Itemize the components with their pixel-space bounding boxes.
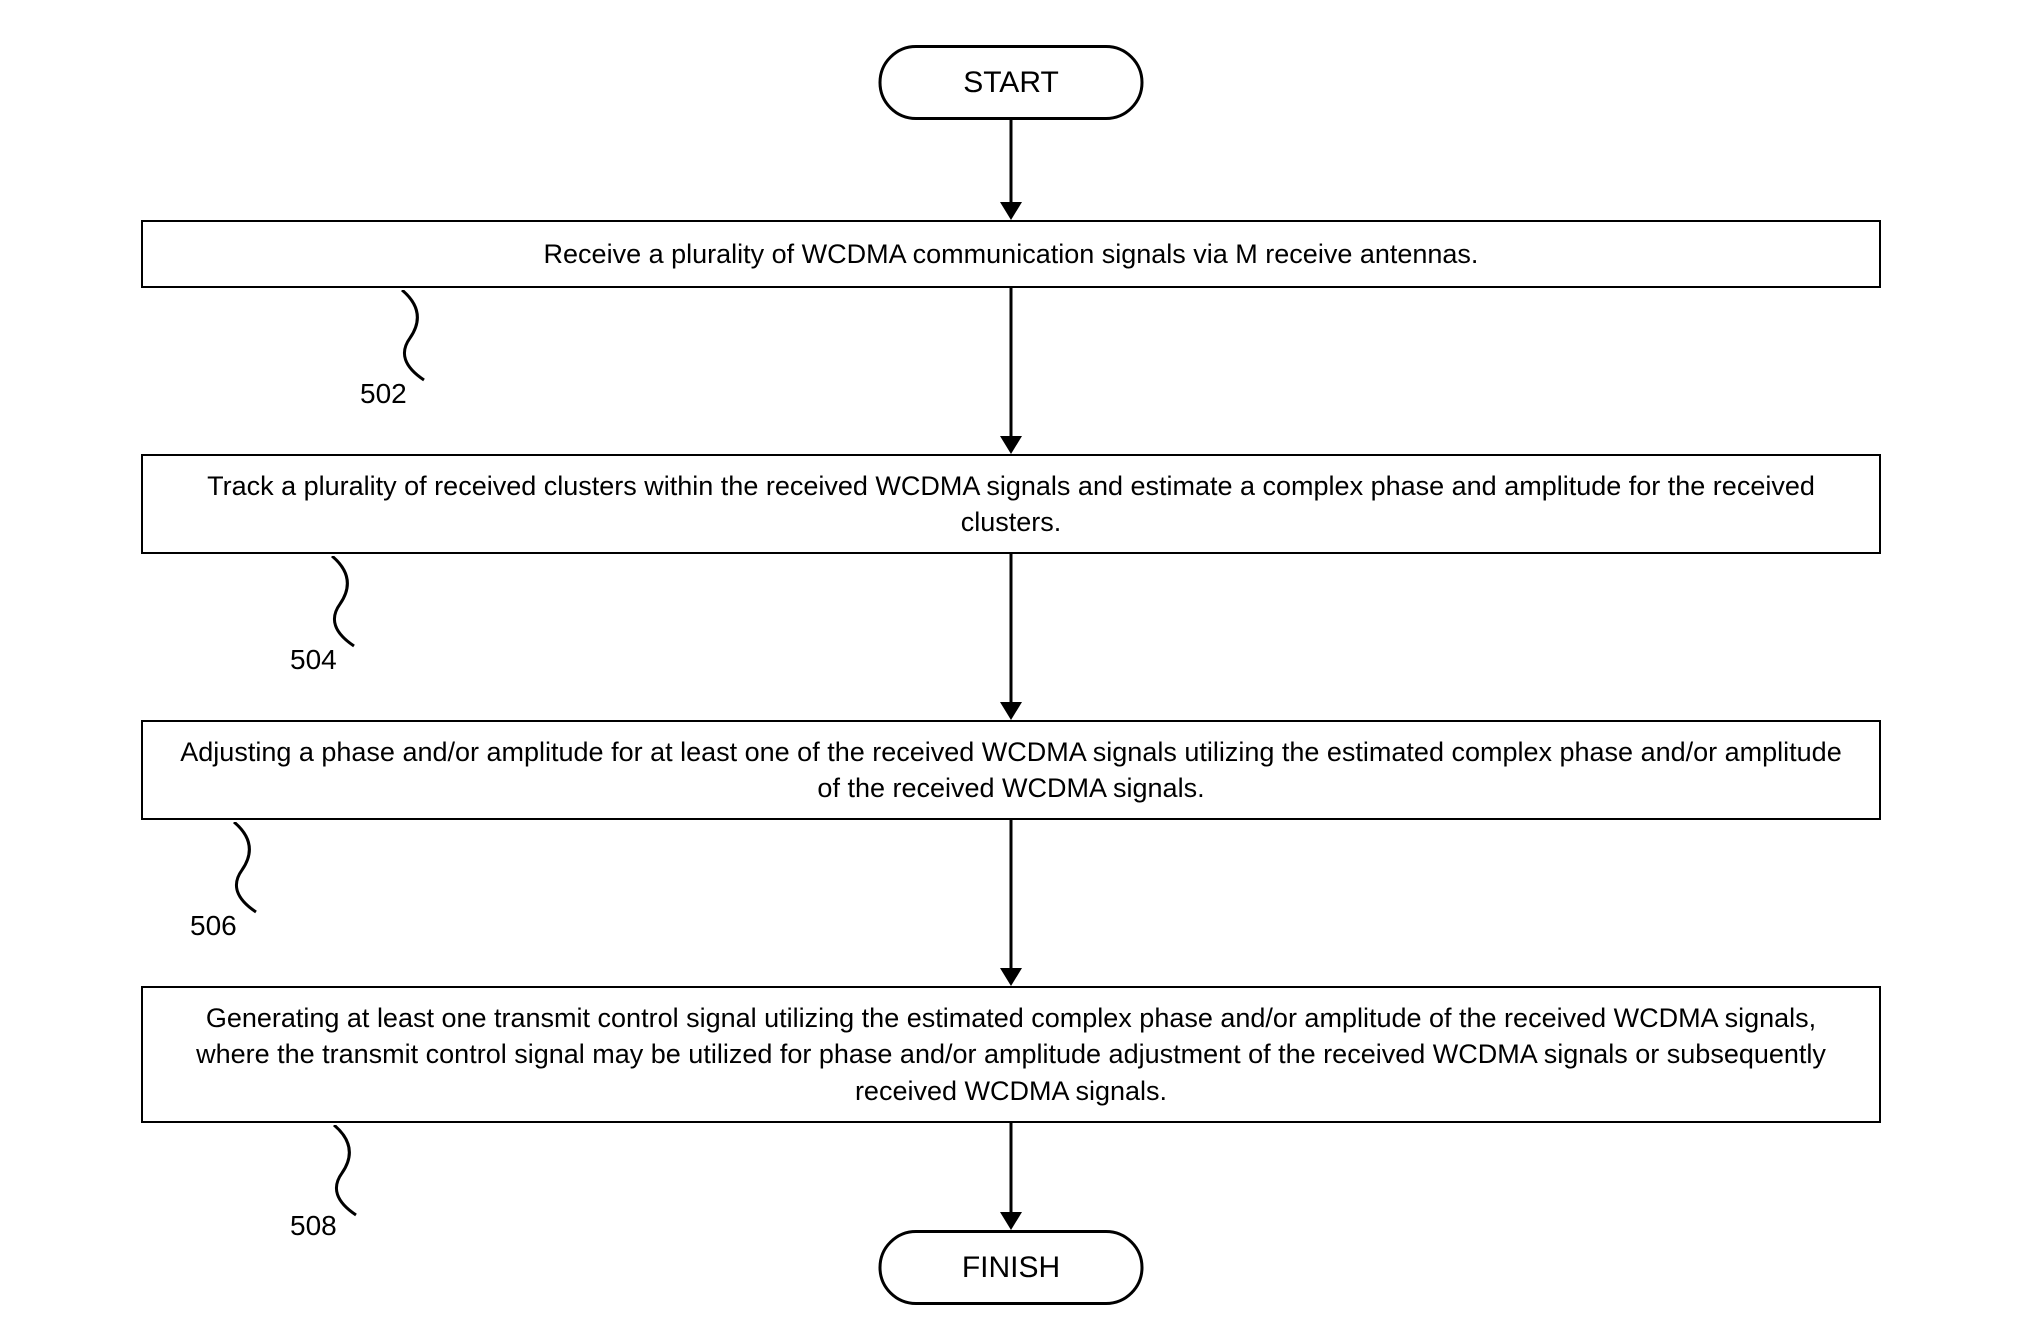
process-step-4: Generating at least one transmit control… xyxy=(141,986,1881,1123)
finish-terminal: FINISH xyxy=(879,1230,1144,1305)
process-step-2: Track a plurality of received clusters w… xyxy=(141,454,1881,554)
process-step-1: Receive a plurality of WCDMA communicati… xyxy=(141,220,1881,288)
start-terminal: START xyxy=(879,45,1144,120)
process-step-3: Adjusting a phase and/or amplitude for a… xyxy=(141,720,1881,820)
finish-label: FINISH xyxy=(962,1251,1060,1285)
arrow-line xyxy=(1010,554,1013,702)
arrow-line xyxy=(1010,820,1013,968)
arrow-head xyxy=(1000,436,1022,454)
ref-curve xyxy=(390,290,440,385)
ref-number-508: 508 xyxy=(290,1210,337,1242)
arrow-line xyxy=(1010,288,1013,436)
arrow-line xyxy=(1010,120,1013,202)
arrow-head xyxy=(1000,202,1022,220)
ref-curve xyxy=(322,1125,372,1220)
ref-curve xyxy=(320,556,370,651)
process-text: Generating at least one transmit control… xyxy=(173,1000,1849,1109)
arrow-head xyxy=(1000,1212,1022,1230)
process-text: Adjusting a phase and/or amplitude for a… xyxy=(173,734,1849,807)
ref-number-504: 504 xyxy=(290,644,337,676)
ref-curve xyxy=(222,822,272,917)
ref-number-502: 502 xyxy=(360,378,407,410)
ref-number-506: 506 xyxy=(190,910,237,942)
arrow-line xyxy=(1010,1123,1013,1212)
arrow-head xyxy=(1000,702,1022,720)
arrow-head xyxy=(1000,968,1022,986)
process-text: Track a plurality of received clusters w… xyxy=(173,468,1849,541)
process-text: Receive a plurality of WCDMA communicati… xyxy=(544,236,1479,272)
flowchart-container: START Receive a plurality of WCDMA commu… xyxy=(0,0,2022,1330)
start-label: START xyxy=(963,66,1059,100)
